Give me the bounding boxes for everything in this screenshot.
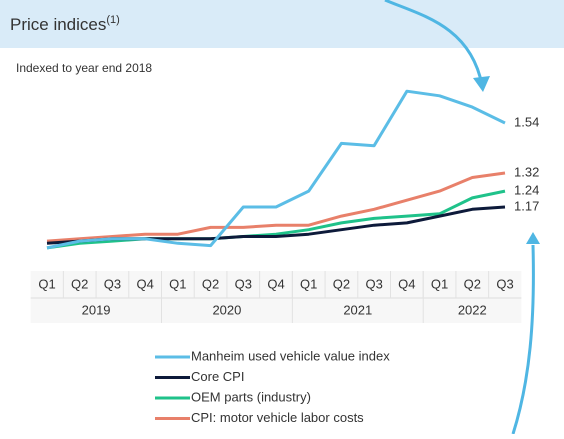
x-tick-label: Q4 — [136, 276, 153, 291]
subtitle: Indexed to year end 2018 — [16, 61, 152, 75]
legend-label: Manheim used vehicle value index — [191, 348, 390, 363]
arrow-bottom-head — [526, 232, 540, 244]
arrow-bottom — [511, 244, 535, 435]
header-band — [0, 0, 564, 48]
x-group-label: 2022 — [458, 302, 487, 317]
end-label: 1.24 — [514, 183, 539, 198]
axis-band — [30, 271, 522, 323]
title-note: (1) — [106, 14, 119, 26]
end-label: 1.32 — [514, 164, 539, 179]
x-tick-label: Q1 — [38, 276, 55, 291]
x-tick-label: Q1 — [300, 276, 317, 291]
end-label: 1.54 — [514, 114, 539, 129]
x-group-label: 2020 — [212, 302, 241, 317]
x-tick-label: Q3 — [496, 276, 513, 291]
x-tick-label: Q3 — [104, 276, 121, 291]
x-tick-label: Q2 — [71, 276, 88, 291]
x-tick-label: Q2 — [333, 276, 350, 291]
x-tick-label: Q1 — [169, 276, 186, 291]
title-text: Price indices — [10, 15, 106, 34]
x-tick-label: Q4 — [398, 276, 415, 291]
arrow-top — [384, 0, 484, 86]
chart-title: Price indices(1) — [10, 14, 120, 35]
x-tick-label: Q3 — [235, 276, 252, 291]
x-tick-label: Q2 — [464, 276, 481, 291]
legend-label: Core CPI — [191, 369, 244, 384]
legend-label: CPI: motor vehicle labor costs — [191, 410, 364, 425]
x-tick-label: Q1 — [431, 276, 448, 291]
end-label: 1.17 — [514, 198, 539, 213]
legend-label: OEM parts (industry) — [191, 389, 311, 404]
x-group-label: 2021 — [343, 302, 372, 317]
x-tick-label: Q4 — [267, 276, 284, 291]
series-line — [46, 189, 506, 250]
x-tick-label: Q2 — [202, 276, 219, 291]
series-line — [46, 89, 506, 250]
x-group-label: 2019 — [82, 302, 111, 317]
series-line — [46, 171, 506, 243]
x-tick-label: Q3 — [365, 276, 382, 291]
arrow-top-head — [473, 76, 490, 92]
